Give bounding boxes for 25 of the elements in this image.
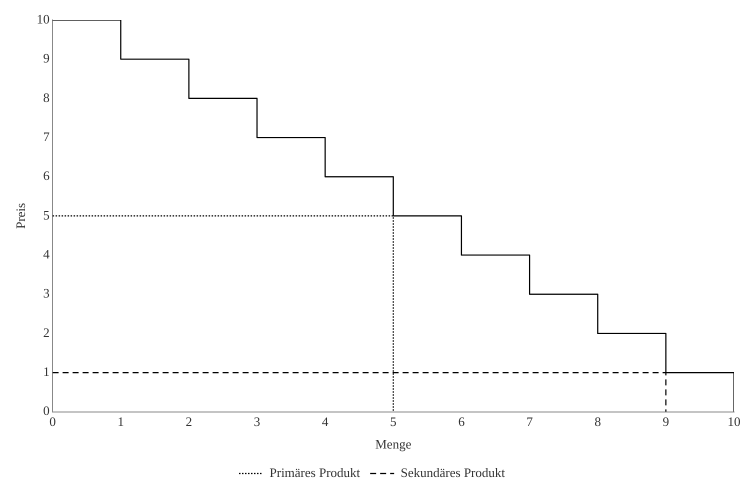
y-tick-label: 8 <box>43 90 50 105</box>
legend-label: Sekundäres Produkt <box>400 464 506 480</box>
x-tick-label: 4 <box>322 414 329 430</box>
x-tick-label: 9 <box>662 414 670 430</box>
y-tick-label: 9 <box>43 50 50 66</box>
y-tick-label: 2 <box>43 324 50 340</box>
x-tick-label: 1 <box>117 414 124 430</box>
x-tick-label: 10 <box>728 414 740 430</box>
y-axis-title: Preis <box>13 202 28 229</box>
y-tick-label: 1 <box>43 364 50 380</box>
y-tick-label: 4 <box>43 246 50 262</box>
y-tick-label: 3 <box>43 286 50 301</box>
x-axis-title: Menge <box>375 436 412 452</box>
x-tick-label: 6 <box>458 414 466 430</box>
x-tick-label: 2 <box>186 414 192 430</box>
x-tick-label: 8 <box>594 414 601 430</box>
y-tick-label: 0 <box>43 403 50 418</box>
y-tick-label: 5 <box>43 207 50 222</box>
x-tick-label: 5 <box>390 414 397 430</box>
legend-label: Primäres Produkt <box>270 464 361 480</box>
y-tick-label: 10 <box>36 11 50 26</box>
x-tick-label: 7 <box>526 414 534 430</box>
x-tick-label: 3 <box>254 414 260 430</box>
y-tick-label: 7 <box>43 128 50 144</box>
y-tick-label: 6 <box>43 168 50 184</box>
